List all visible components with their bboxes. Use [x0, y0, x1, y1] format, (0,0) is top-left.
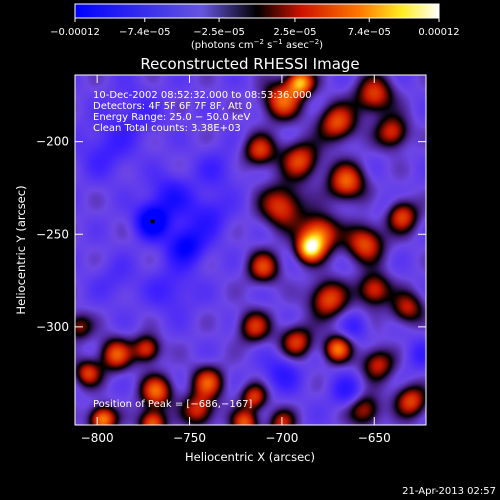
colorbar-ticks: −0.00012 −7.4e−05 −2.5e−05 2.5e−05 7.4e−05 0.… — [50, 18, 460, 38]
colorbar-tick-label: −2.5e−05 — [193, 27, 245, 38]
x-tick-label: −750 — [173, 431, 206, 445]
colorbar-tick-label: 7.4e−05 — [348, 27, 391, 38]
x-axis-label: Heliocentric X (arcsec) — [185, 450, 315, 464]
x-tick-label: −650 — [358, 431, 391, 445]
peak-marker — [150, 219, 155, 224]
y-tick-label: −200 — [36, 135, 69, 149]
colorbar-tick-label: −0.00012 — [50, 27, 100, 38]
x-tick-label: −800 — [81, 431, 114, 445]
y-axis: −200 −250 −300 — [36, 135, 426, 334]
x-tick-label: −700 — [265, 431, 298, 445]
footer-timestamp: 21-Apr-2013 02:57 — [402, 486, 496, 497]
y-axis-label: Heliocentric Y (arcsec) — [14, 185, 28, 314]
y-tick-label: −250 — [36, 227, 69, 241]
info-line-detectors: Detectors: 4F 5F 6F 7F 8F, Att 0 — [93, 101, 252, 112]
info-line-energy: Energy Range: 25.0 − 50.0 keV — [93, 112, 250, 123]
colorbar-tick-label: 2.5e−05 — [273, 27, 316, 38]
info-panel: 10-Dec-2002 08:52:32.000 to 08:53:36.000… — [93, 90, 312, 134]
colorbar-gradient — [74, 3, 440, 19]
colorbar-tick-label: 0.00012 — [418, 27, 459, 38]
y-tick-label: −300 — [36, 320, 69, 334]
chart-title: Reconstructed RHESSI Image — [140, 55, 359, 73]
peak-position-label: Position of Peak = [−686,−167] — [93, 399, 252, 410]
heatmap-image — [75, 75, 426, 425]
colorbar-units: (photons cm−2 s−1 asec−2) — [191, 38, 323, 51]
x-axis: −800 −750 −700 −650 — [81, 75, 391, 445]
info-line-counts: Clean Total counts: 3.38E+03 — [93, 123, 241, 134]
plot-frame — [74, 74, 427, 426]
info-line-time: 10-Dec-2002 08:52:32.000 to 08:53:36.000 — [93, 90, 312, 101]
colorbar: −0.00012 −7.4e−05 −2.5e−05 2.5e−05 7.4e−05 0.… — [50, 3, 460, 51]
colorbar-tick-label: −7.4e−05 — [119, 27, 171, 38]
